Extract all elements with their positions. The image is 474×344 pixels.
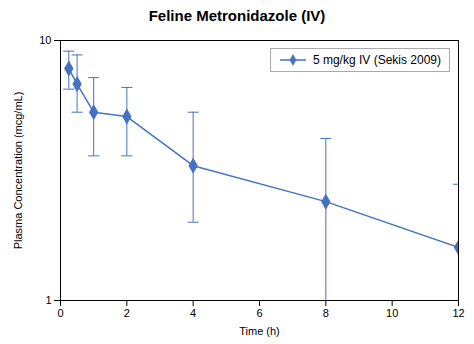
svg-text:6: 6 bbox=[256, 307, 262, 319]
svg-text:Time (h): Time (h) bbox=[239, 325, 280, 337]
svg-text:10: 10 bbox=[39, 34, 51, 46]
svg-text:Plasma Concentration (mcg/mL): Plasma Concentration (mcg/mL) bbox=[12, 92, 24, 250]
svg-text:12: 12 bbox=[452, 307, 464, 319]
html-text:Feline Metronidazole (IV): Feline Metronidazole (IV) bbox=[148, 7, 326, 24]
svg-text:1: 1 bbox=[45, 294, 51, 306]
svg-text:0: 0 bbox=[57, 307, 63, 319]
svg-text:4: 4 bbox=[190, 307, 196, 319]
svg-text:10: 10 bbox=[386, 307, 398, 319]
svg-text:8: 8 bbox=[323, 307, 329, 319]
svg-text:2: 2 bbox=[124, 307, 130, 319]
html-text:5 mg/kg IV (Sekis 2009): 5 mg/kg IV (Sekis 2009) bbox=[312, 53, 441, 67]
